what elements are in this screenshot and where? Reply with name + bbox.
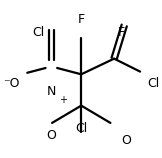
Text: Cl: Cl xyxy=(148,77,160,90)
Text: ⁻O: ⁻O xyxy=(3,77,19,90)
Text: F: F xyxy=(78,13,85,26)
Text: +: + xyxy=(59,95,67,105)
Text: O: O xyxy=(121,134,131,147)
Text: O: O xyxy=(46,129,56,142)
Text: F: F xyxy=(118,25,125,39)
Text: Cl: Cl xyxy=(75,122,87,135)
Text: Cl: Cl xyxy=(32,25,45,39)
Text: N: N xyxy=(47,85,56,98)
